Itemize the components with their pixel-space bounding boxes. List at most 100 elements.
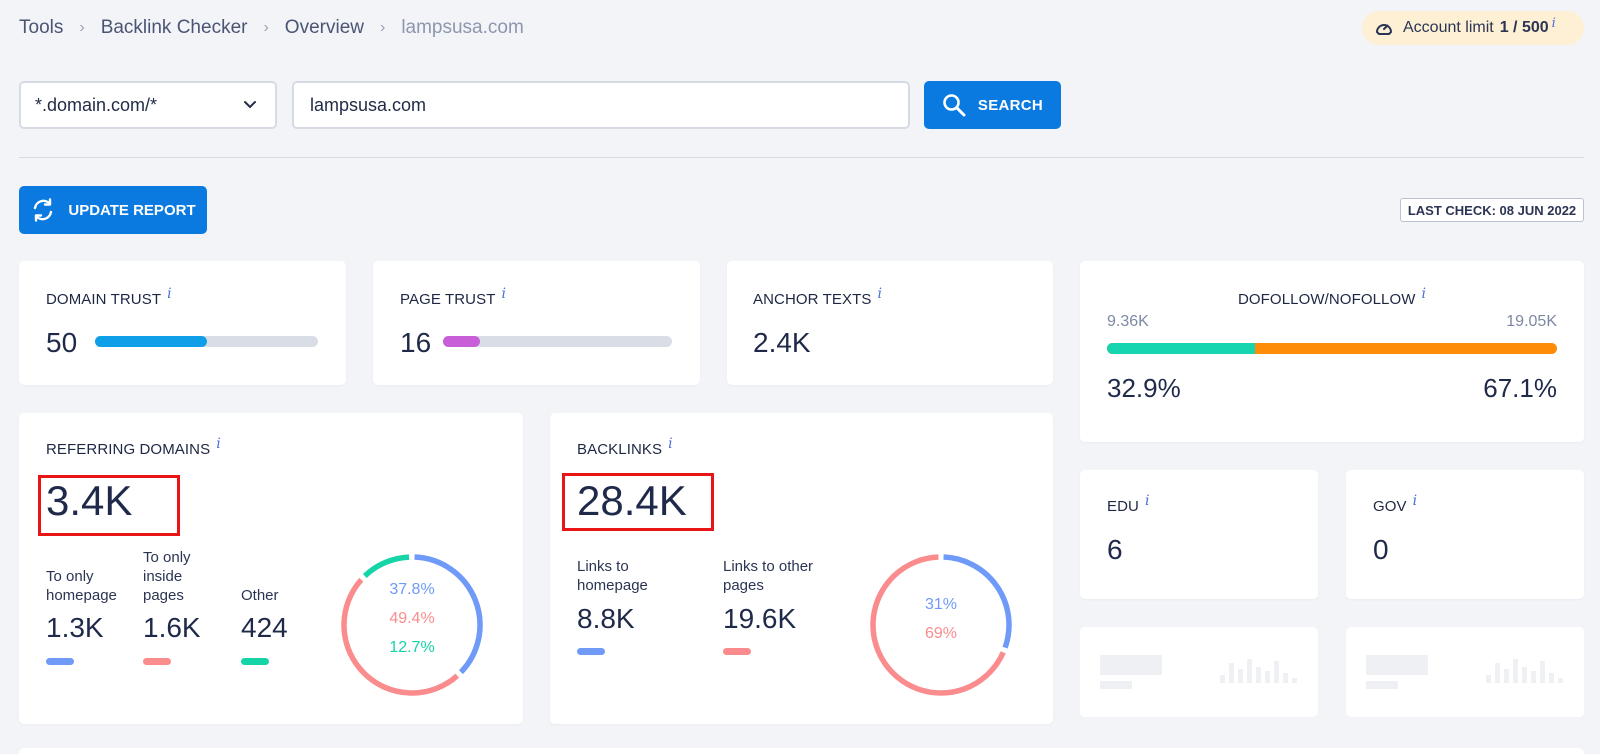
info-icon[interactable]: i (668, 436, 673, 452)
scope-select[interactable]: *.domain.com/* (19, 81, 277, 129)
card-title: DOFOLLOW/NOFOLLOW (1237, 291, 1416, 308)
page-trust-bar (443, 336, 672, 347)
dofollow-bar-fill (1107, 343, 1256, 354)
card-title: BACKLINKS (577, 441, 663, 458)
domain-search-input[interactable]: lampsusa.com (292, 81, 910, 129)
anchor-texts-value: 2.4K (753, 327, 811, 358)
backlinks-card: BACKLINKS i 28.4K Links to homepage 8.8K … (550, 413, 1053, 724)
breadcrumb-tools[interactable]: Tools (19, 17, 64, 38)
donut-pct-homepage: 37.8% (389, 581, 435, 598)
links-to-homepage-label: Links to homepage (577, 558, 648, 594)
next-card-edge (19, 748, 1584, 754)
donut-segment-1 (341, 577, 460, 696)
nofollow-bar-fill (1107, 343, 1557, 354)
info-icon[interactable]: i (167, 286, 172, 302)
divider (19, 157, 1584, 158)
account-limit-label: Account limit (1403, 19, 1494, 36)
referring-domains-donut (341, 554, 483, 696)
donut-pct-homepage: 31% (924, 596, 958, 613)
search-button[interactable]: SEARCH (924, 81, 1061, 129)
page-trust-card: PAGE TRUST i 16 (373, 261, 700, 385)
card-title: GOV (1373, 498, 1407, 515)
update-report-button[interactable]: UPDATE REPORT (19, 186, 207, 234)
backlinks-value: 28.4K (577, 477, 687, 524)
links-to-other-label: Links to other pages (723, 558, 814, 594)
donut-pct-inside: 49.4% (389, 610, 435, 627)
info-icon[interactable]: i (1412, 493, 1418, 509)
account-limit-value: 1 / 500 (1499, 19, 1549, 36)
placeholder-card (1080, 627, 1318, 717)
highlight-box (562, 473, 714, 531)
dofollow-nofollow-card: DOFOLLOW/NOFOLLOW i 9.36K 19.05K 32.9% 67… (1080, 261, 1584, 442)
page-trust-bar-fill (443, 336, 480, 347)
donut-pct-other: 69% (924, 625, 958, 642)
edu-card: EDU i 6 (1080, 470, 1318, 599)
other-value: 424 (241, 612, 288, 643)
breadcrumb-backlink-checker[interactable]: Backlink Checker (100, 17, 248, 38)
links-to-other-value: 19.6K (723, 603, 797, 634)
dofollow-percent: 32.9% (1107, 373, 1181, 403)
domain-search-value: lampsusa.com (310, 94, 427, 115)
gauge-icon (1376, 24, 1392, 35)
chevron-down-icon (244, 101, 256, 109)
highlight-box (38, 475, 180, 536)
anchor-texts-card: ANCHOR TEXTS i 2.4K (727, 261, 1053, 385)
info-icon[interactable]: i (501, 286, 506, 302)
to-homepage-label: To only homepage (46, 568, 117, 604)
domain-trust-bar-fill (95, 336, 207, 347)
donut-segment-0 (943, 554, 1012, 649)
donut-segment-1 (870, 554, 1006, 696)
backlinks-donut (870, 554, 1012, 696)
breadcrumb: Tools › Backlink Checker › Overview › la… (19, 17, 524, 39)
info-icon[interactable]: i (216, 436, 221, 452)
edu-value: 6 (1107, 534, 1123, 565)
referring-domains-card: REFERRING DOMAINS i 3.4K To only homepage… (19, 413, 523, 724)
donut-segment-0 (414, 554, 483, 675)
card-title: REFERRING DOMAINS (46, 441, 211, 458)
legend-dash (577, 648, 605, 655)
breadcrumb-overview[interactable]: Overview (284, 17, 364, 38)
to-inside-pages-value: 1.6K (143, 612, 201, 643)
dofollow-ratio-bar (1107, 343, 1557, 354)
scope-select-value: *.domain.com/* (35, 94, 158, 115)
gov-value: 0 (1373, 534, 1389, 565)
placeholder-card (1346, 627, 1584, 717)
account-limit-badge[interactable]: Account limit 1 / 500 i (1362, 11, 1584, 45)
card-title: EDU (1107, 498, 1139, 515)
links-to-homepage-value: 8.8K (577, 603, 635, 634)
search-icon (943, 94, 966, 117)
refresh-icon (34, 198, 53, 222)
legend-dash (723, 648, 751, 655)
last-check-badge: LAST CHECK: 08 JUN 2022 (1400, 198, 1584, 222)
breadcrumb-current: lampsusa.com (401, 17, 524, 38)
other-label: Other (241, 587, 279, 604)
card-title: ANCHOR TEXTS (753, 291, 872, 308)
nofollow-count: 19.05K (1506, 313, 1557, 330)
card-title: PAGE TRUST (400, 291, 496, 308)
legend-dash (143, 658, 171, 665)
update-report-label: UPDATE REPORT (68, 201, 196, 219)
page-trust-value: 16 (400, 327, 432, 358)
nofollow-percent: 67.1% (1483, 373, 1557, 403)
info-icon[interactable]: i (1551, 15, 1556, 31)
info-icon[interactable]: i (1421, 286, 1427, 302)
placeholder-bars-icon (1486, 659, 1563, 683)
legend-dash (46, 658, 74, 665)
card-title: DOMAIN TRUST (46, 291, 162, 308)
info-icon[interactable]: i (877, 286, 882, 302)
domain-trust-bar (95, 336, 318, 347)
dofollow-count: 9.36K (1107, 313, 1149, 330)
domain-trust-value: 50 (46, 327, 78, 358)
gov-card: GOV i 0 (1346, 470, 1584, 599)
chevron-right-icon: › (379, 19, 386, 36)
chevron-right-icon: › (79, 19, 85, 36)
legend-dash (241, 658, 269, 665)
placeholder-bars-icon (1220, 659, 1297, 683)
chevron-right-icon: › (263, 19, 269, 36)
domain-trust-card: DOMAIN TRUST i 50 (19, 261, 346, 385)
donut-segment-2 (362, 554, 410, 579)
info-icon[interactable]: i (1144, 493, 1150, 509)
donut-pct-other: 12.7% (389, 639, 435, 656)
to-homepage-value: 1.3K (46, 612, 104, 643)
to-inside-pages-label: To only inside pages (143, 549, 191, 604)
